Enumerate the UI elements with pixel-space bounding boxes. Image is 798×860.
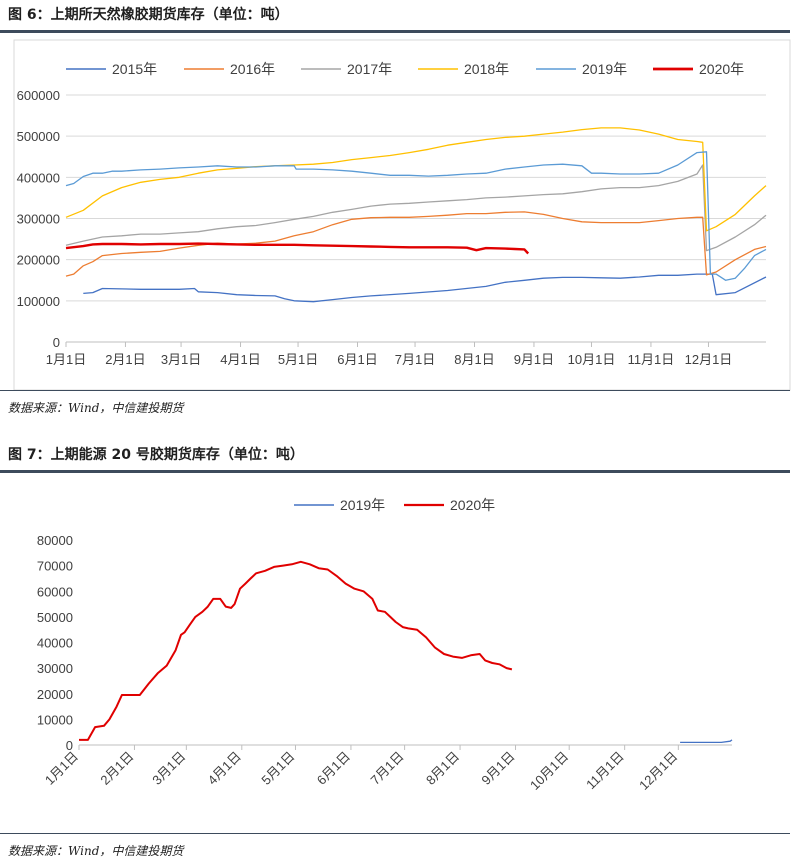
x-tick-label: 4月1日 [205,749,244,788]
legend-label: 2018年 [464,61,509,77]
x-tick-label: 12月1日 [636,749,680,793]
x-tick-label: 10月1日 [568,352,616,367]
figure6-chart: 0 100000 200000 300000 400000 500000 600000 1月1… [13,39,791,391]
y-tick-label: 200000 [17,253,60,268]
y-tick-label: 0 [66,738,73,753]
y-tick-label: 100000 [17,294,60,309]
y-tick-label: 20000 [37,687,73,702]
series-line-2019 [680,739,733,744]
legend-label: 2020年 [699,61,744,77]
x-tick-label: 3月1日 [161,352,201,367]
legend-label: 2016年 [230,61,275,77]
x-tick-label: 1月1日 [46,352,86,367]
y-tick-label: 0 [53,335,60,350]
figure7-title: 图 7：上期能源 20 号胶期货库存（单位：吨） [8,447,304,463]
y-tick-label: 70000 [37,559,73,574]
x-tick-label: 5月1日 [258,749,297,788]
x-tick-label: 8月1日 [423,749,462,788]
series-line-2018 [65,127,767,232]
figure7-source: 数据来源：Wind，中信建投期货 [8,844,184,858]
x-tick-label: 9月1日 [478,749,517,788]
x-tick-label: 2月1日 [105,352,145,367]
chart-frame [13,39,791,391]
series-line-2019 [65,151,767,281]
figure7-bottom-rule [0,833,790,834]
figure7-top-rule [0,470,790,473]
x-tick-label: 2月1日 [97,749,136,788]
series-line-2015 [83,273,767,303]
y-tick-label: 30000 [37,661,73,676]
y-tick-label: 80000 [37,533,73,548]
legend-label: 2015年 [112,61,157,77]
figure6-title: 图 6：上期所天然橡胶期货库存（单位：吨） [8,7,289,23]
x-tick-label: 11月1日 [628,352,675,367]
y-tick-label: 40000 [37,636,73,651]
series-line-2020 [79,560,513,741]
x-tick-label: 6月1日 [337,352,377,367]
y-tick-label: 500000 [17,129,60,144]
legend-label: 2020年 [450,497,495,513]
x-tick-label: 7月1日 [395,352,435,367]
x-tick-label: 4月1日 [220,352,260,367]
y-tick-label: 50000 [37,610,73,625]
x-tick-label: 1月1日 [42,749,81,788]
y-tick-label: 300000 [17,212,60,227]
series-line-2017 [65,164,767,252]
legend-label: 2019年 [582,61,627,77]
x-tick-label: 12月1日 [685,352,733,367]
y-tick-label: 60000 [37,584,73,599]
figure7-chart: 0 10000 20000 30000 40000 50000 60000 70000 8000… [37,497,733,793]
legend-label: 2019年 [340,497,385,513]
figure6-top-rule [0,30,790,33]
y-tick-label: 10000 [37,712,73,727]
x-tick-label: 8月1日 [454,352,494,367]
x-tick-label: 5月1日 [278,352,318,367]
x-tick-label: 3月1日 [149,749,188,788]
x-tick-label: 6月1日 [314,749,353,788]
series-line-2020 [65,242,530,255]
x-tick-label: 9月1日 [514,352,554,367]
figure6-bottom-rule [0,390,790,391]
x-tick-label: 7月1日 [368,749,407,788]
y-tick-label: 600000 [17,88,60,103]
series-line-2016 [65,211,767,277]
x-tick-label: 11月1日 [583,749,627,793]
y-tick-label: 400000 [17,170,60,185]
figure6-source: 数据来源：Wind，中信建投期货 [8,401,184,415]
legend-label: 2017年 [347,61,392,77]
x-tick-label: 10月1日 [527,749,571,793]
